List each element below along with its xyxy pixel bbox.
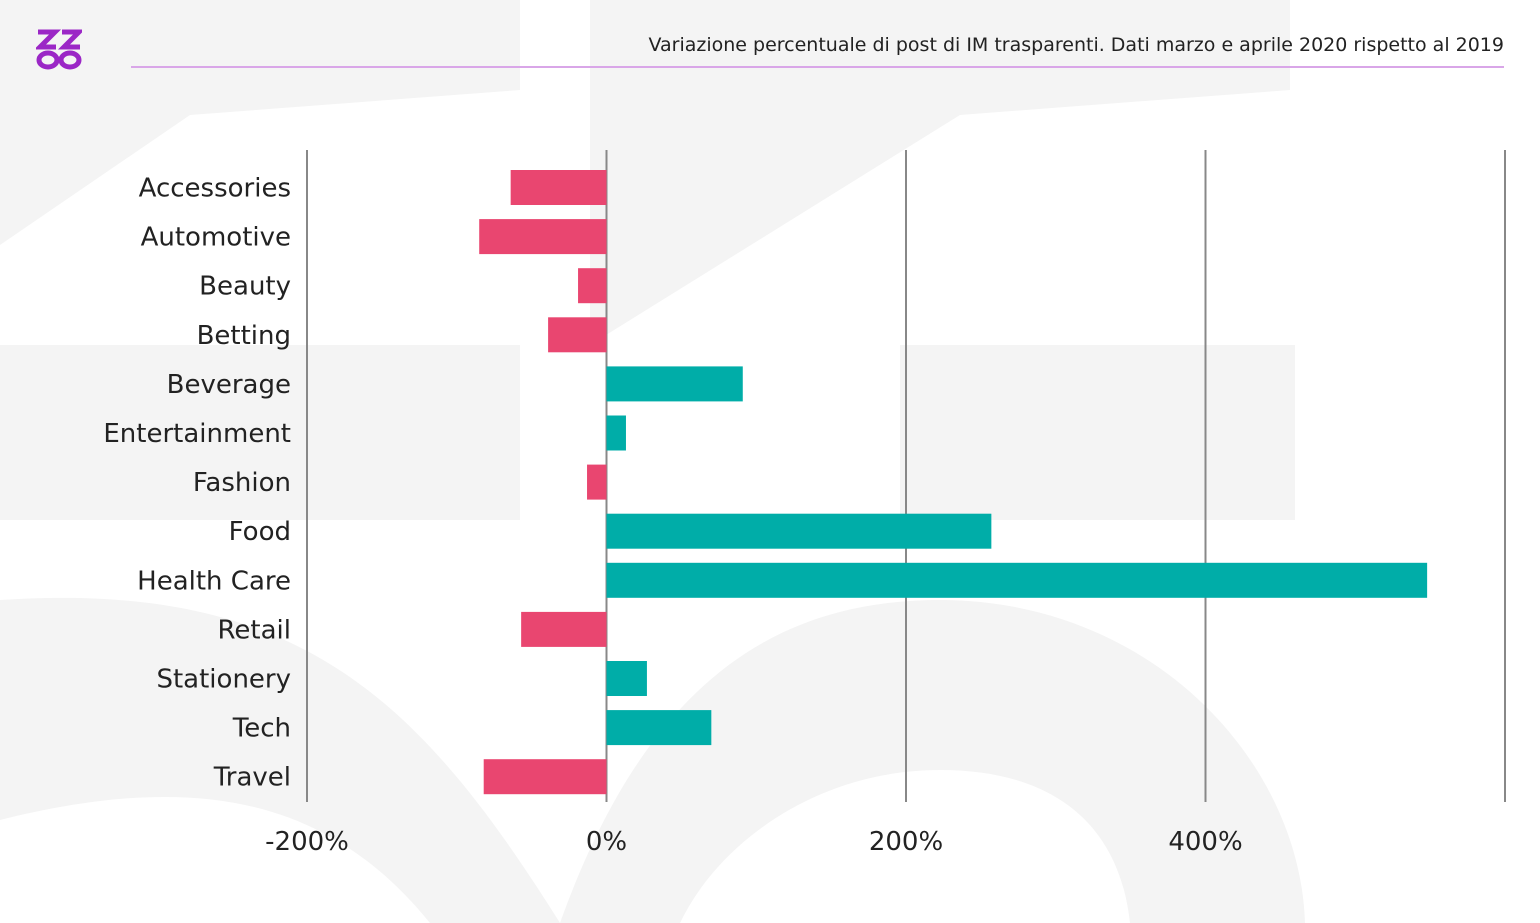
category-label: Travel xyxy=(213,763,291,793)
bar-beauty xyxy=(578,268,607,304)
x-tick-label: 400% xyxy=(1168,827,1242,857)
x-tick-label: 0% xyxy=(586,827,627,857)
bar-automotive xyxy=(479,219,607,255)
category-label: Retail xyxy=(218,615,291,645)
bar-food xyxy=(606,513,992,549)
bar-health-care xyxy=(606,562,1428,598)
bar-betting xyxy=(548,317,607,353)
bar-travel xyxy=(483,759,607,795)
category-label: Tech xyxy=(232,714,291,744)
category-label: Beverage xyxy=(167,370,291,400)
bar-tech xyxy=(606,710,712,746)
bar-beverage xyxy=(606,366,743,402)
category-label: Food xyxy=(229,517,291,547)
chart-title: Variazione percentuale di post di IM tra… xyxy=(648,34,1504,56)
category-label: Accessories xyxy=(139,174,291,204)
category-label: Automotive xyxy=(141,223,291,253)
bar-entertainment xyxy=(606,415,626,451)
bar-stationery xyxy=(606,661,647,696)
category-label: Stationery xyxy=(156,665,291,695)
x-tick-label: 200% xyxy=(869,827,943,857)
category-label: Health Care xyxy=(137,566,291,596)
bar-retail xyxy=(521,611,607,647)
category-label: Fashion xyxy=(193,468,291,498)
brand-logo xyxy=(36,29,82,70)
header-divider xyxy=(131,66,1504,68)
category-label: Betting xyxy=(197,321,291,351)
category-label: Beauty xyxy=(199,272,291,302)
bar-fashion xyxy=(587,464,607,500)
bar-accessories xyxy=(510,170,607,205)
x-tick-label: -200% xyxy=(265,827,349,857)
category-label: Entertainment xyxy=(103,419,291,449)
